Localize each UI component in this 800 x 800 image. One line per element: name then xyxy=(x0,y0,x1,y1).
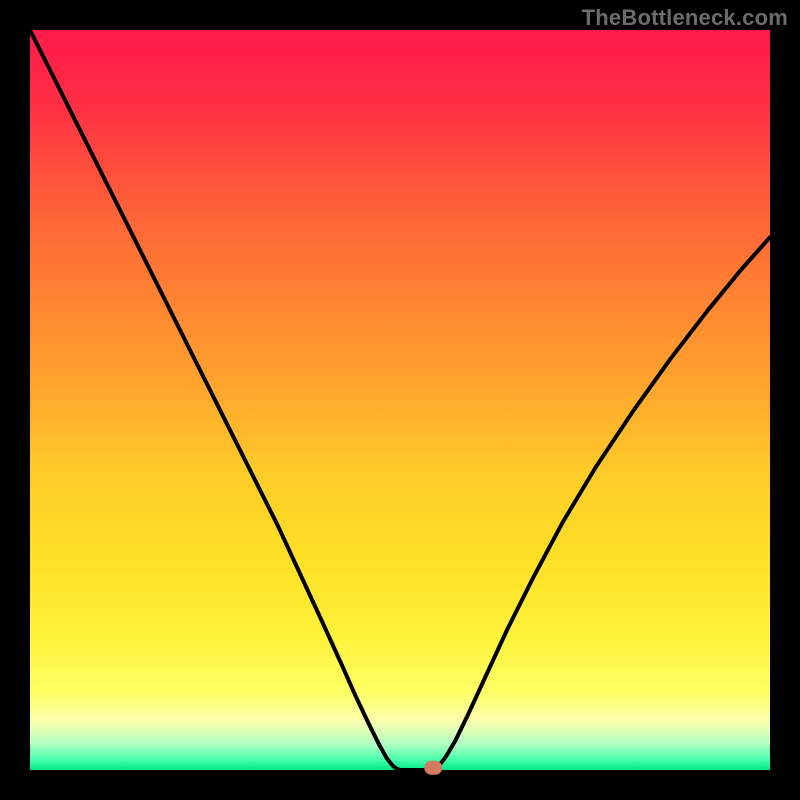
bottleneck-chart xyxy=(0,0,800,800)
plot-background xyxy=(30,30,770,770)
optimum-marker xyxy=(424,761,442,775)
outer-frame: TheBottleneck.com xyxy=(0,0,800,800)
watermark-text: TheBottleneck.com xyxy=(582,5,788,31)
